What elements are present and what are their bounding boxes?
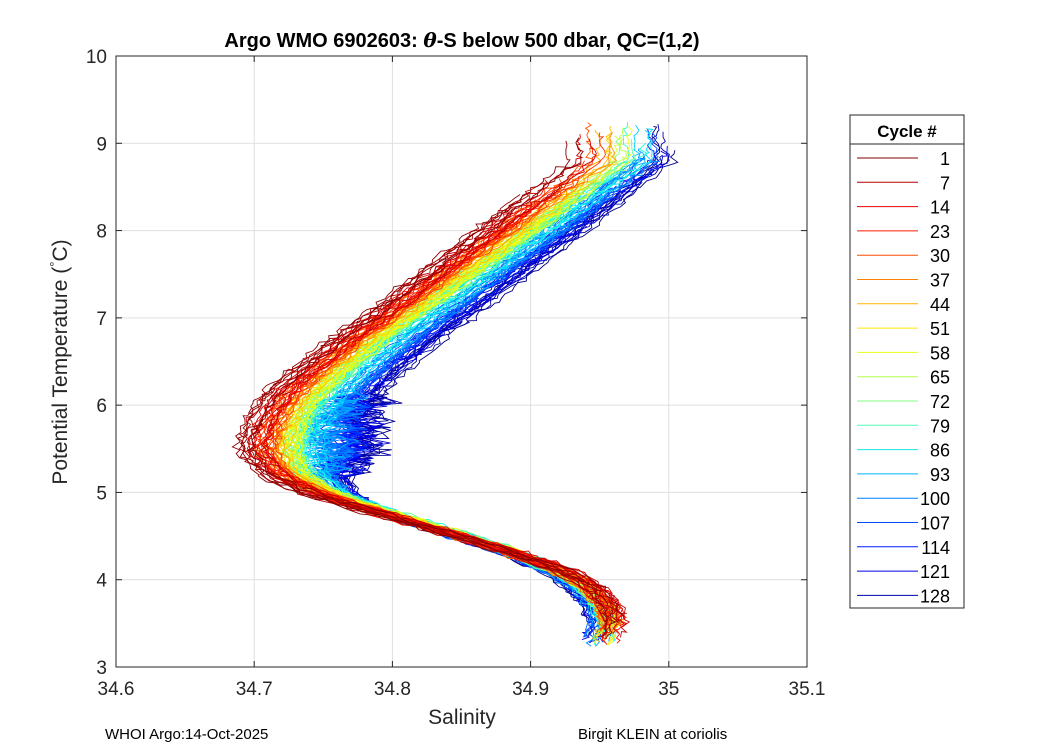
- legend-label: 37: [930, 271, 950, 291]
- y-axis-ticks: 3 4 5 6 7 8 9 10: [86, 47, 807, 679]
- footer-left: WHOI Argo:14-Oct-2025: [105, 726, 269, 743]
- legend-label: 65: [930, 368, 950, 388]
- legend-label: 14: [930, 198, 950, 218]
- profile-line: [231, 194, 608, 638]
- legend-label: 79: [930, 416, 950, 436]
- profile-line: [249, 137, 625, 617]
- y-tick-label: 3: [96, 658, 107, 679]
- profile-line: [246, 134, 609, 631]
- plot-area: [116, 56, 807, 667]
- profile-line: [248, 162, 622, 624]
- x-tick-label: 35.1: [789, 679, 826, 700]
- y-tick-label: 4: [96, 571, 107, 592]
- x-tick-label: 35: [658, 679, 679, 700]
- y-tick-label: 7: [96, 309, 107, 330]
- legend-label: 7: [940, 173, 950, 193]
- axes-box: [115, 55, 808, 668]
- profile-line: [242, 201, 609, 640]
- legend-entries: 1 7 14 23 30 37 44 51 58 65 72 79 86 93 100 107 114 121 12…: [857, 149, 950, 606]
- footer-right: Birgit KLEIN at coriolis: [578, 726, 728, 743]
- y-tick-label: 5: [96, 483, 107, 504]
- legend-box: [849, 114, 965, 609]
- x-tick-label: 34.6: [98, 679, 135, 700]
- legend-label: 100: [920, 489, 950, 509]
- legend: Cycle # 1 7 14 23 30 37 44 51 58 65 72 79 86 93 100 107…: [849, 114, 965, 609]
- profile-line: [240, 140, 617, 640]
- legend-label: 86: [930, 441, 950, 461]
- y-tick-label: 6: [96, 396, 107, 417]
- x-axis-label: Salinity: [428, 706, 496, 729]
- profile-line: [246, 212, 620, 624]
- legend-label: 107: [920, 514, 950, 534]
- legend-label: 114: [921, 538, 950, 558]
- legend-label: 1: [940, 149, 950, 169]
- x-tick-label: 34.7: [236, 679, 273, 700]
- legend-label: 128: [920, 586, 950, 606]
- x-axis-ticks: 34.6 34.7 34.8 34.9 35 35.1: [98, 56, 826, 700]
- y-tick-label: 10: [86, 47, 107, 68]
- profile-line: [260, 173, 631, 638]
- profile-lines: [231, 122, 679, 647]
- legend-label: 58: [930, 343, 950, 363]
- legend-label: 72: [930, 392, 950, 412]
- y-tick-label: 9: [96, 134, 107, 155]
- legend-label: 23: [930, 222, 950, 242]
- legend-label: 93: [930, 465, 950, 485]
- legend-label: 51: [930, 319, 950, 339]
- legend-title: Cycle #: [877, 122, 937, 141]
- y-axis-label: Potential Temperature (°C): [47, 239, 72, 484]
- x-tick-label: 34.8: [374, 679, 411, 700]
- profile-line: [263, 190, 626, 621]
- legend-label: 30: [930, 246, 950, 266]
- legend-label: 44: [930, 295, 950, 315]
- x-tick-label: 34.9: [512, 679, 549, 700]
- y-tick-label: 8: [96, 222, 107, 243]
- chart-title: Argo WMO 6902603: θ-S below 500 dbar, QC…: [224, 28, 699, 52]
- legend-label: 121: [920, 562, 950, 582]
